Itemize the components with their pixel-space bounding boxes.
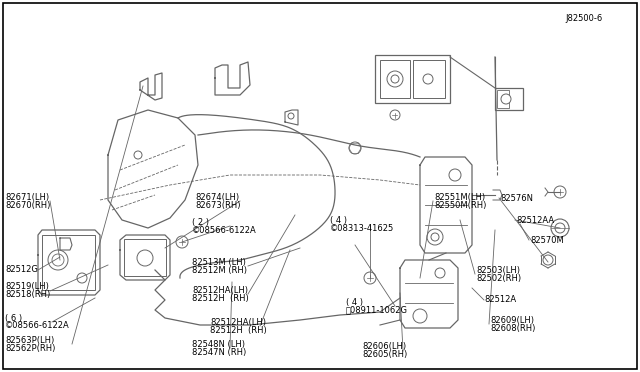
Text: 82518(RH): 82518(RH) xyxy=(5,291,51,299)
Circle shape xyxy=(48,250,68,270)
Text: J82500-6: J82500-6 xyxy=(565,13,602,22)
Text: 82551M(LH): 82551M(LH) xyxy=(434,192,485,202)
Text: 82519(LH): 82519(LH) xyxy=(5,282,49,292)
Text: ©08313-41625: ©08313-41625 xyxy=(330,224,394,232)
Text: 82512H  (RH): 82512H (RH) xyxy=(210,326,267,334)
Circle shape xyxy=(435,268,445,278)
Text: 82674(LH): 82674(LH) xyxy=(195,192,239,202)
Text: 82563P(LH): 82563P(LH) xyxy=(5,336,54,344)
Text: ( 4 ): ( 4 ) xyxy=(330,215,347,224)
Circle shape xyxy=(176,236,188,248)
Circle shape xyxy=(449,169,461,181)
Text: 82502(RH): 82502(RH) xyxy=(476,273,521,282)
Text: 82670(RH): 82670(RH) xyxy=(5,201,51,209)
Circle shape xyxy=(288,113,294,119)
Text: 82512H  (RH): 82512H (RH) xyxy=(192,294,249,302)
Text: ©08566-6122A: ©08566-6122A xyxy=(192,225,257,234)
Circle shape xyxy=(423,74,433,84)
Bar xyxy=(497,90,509,108)
Bar xyxy=(42,235,95,290)
Circle shape xyxy=(554,186,566,198)
Text: 82562P(RH): 82562P(RH) xyxy=(5,343,56,353)
Circle shape xyxy=(413,309,427,323)
Circle shape xyxy=(52,254,64,266)
Text: 82512M (RH): 82512M (RH) xyxy=(192,266,247,275)
Text: 82547N (RH): 82547N (RH) xyxy=(192,347,246,356)
Circle shape xyxy=(431,233,439,241)
Text: Ⓝ08911-1062G: Ⓝ08911-1062G xyxy=(346,305,408,314)
Text: 82550M(RH): 82550M(RH) xyxy=(434,201,486,209)
Text: 82513M (LH): 82513M (LH) xyxy=(192,257,246,266)
Bar xyxy=(124,239,166,276)
Text: 82512G: 82512G xyxy=(5,266,38,275)
Text: ©08566-6122A: ©08566-6122A xyxy=(5,321,70,330)
Circle shape xyxy=(137,250,153,266)
Circle shape xyxy=(134,151,142,159)
Circle shape xyxy=(387,71,403,87)
Text: 82548N (LH): 82548N (LH) xyxy=(192,340,245,349)
Text: ( 4 ): ( 4 ) xyxy=(346,298,363,307)
Circle shape xyxy=(77,273,87,283)
Text: 82512HA(LH): 82512HA(LH) xyxy=(192,285,248,295)
Text: 82605(RH): 82605(RH) xyxy=(362,350,407,359)
Circle shape xyxy=(555,223,565,233)
Bar xyxy=(495,88,523,110)
Text: 82570M: 82570M xyxy=(530,235,564,244)
Text: 82576N: 82576N xyxy=(500,193,533,202)
Text: ( 6 ): ( 6 ) xyxy=(5,314,22,323)
Text: 82608(RH): 82608(RH) xyxy=(490,324,536,333)
Circle shape xyxy=(427,229,443,245)
Bar xyxy=(375,55,450,103)
Circle shape xyxy=(364,272,376,284)
Circle shape xyxy=(349,142,361,154)
Bar xyxy=(380,60,410,98)
Circle shape xyxy=(551,219,569,237)
Text: 82609(LH): 82609(LH) xyxy=(490,315,534,324)
Circle shape xyxy=(543,255,553,265)
Text: 82671(LH): 82671(LH) xyxy=(5,192,49,202)
Text: 82673(RH): 82673(RH) xyxy=(195,201,241,209)
Text: ( 2 ): ( 2 ) xyxy=(192,218,209,227)
Text: 82503(LH): 82503(LH) xyxy=(476,266,520,275)
Text: 82512AA: 82512AA xyxy=(516,215,554,224)
Circle shape xyxy=(62,241,68,247)
Text: 82512A: 82512A xyxy=(484,295,516,305)
Circle shape xyxy=(501,94,511,104)
Circle shape xyxy=(390,110,400,120)
Bar xyxy=(413,60,445,98)
Text: 82512HA(LH): 82512HA(LH) xyxy=(210,317,266,327)
Circle shape xyxy=(391,75,399,83)
Text: 82606(LH): 82606(LH) xyxy=(362,343,406,352)
